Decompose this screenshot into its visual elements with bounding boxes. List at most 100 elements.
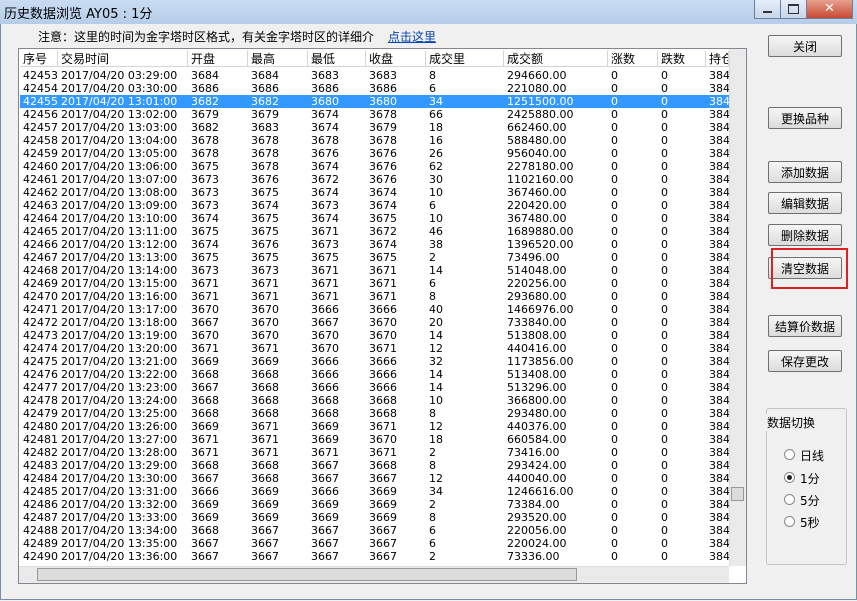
table-cell: 3678 — [369, 134, 397, 147]
table-row[interactable]: 42471 2017/04/20 13:17:00 3670 3670 3666 3666… — [20, 303, 729, 316]
button[interactable]: 保存更改 — [768, 350, 842, 372]
table-row[interactable]: 42472 2017/04/20 13:18:00 3667 3670 3667 3670… — [20, 316, 729, 329]
table-row[interactable]: 42489 2017/04/20 13:35:00 3667 3667 3667 3667… — [20, 537, 729, 550]
table-cell: 384 — [709, 498, 729, 511]
table-row[interactable]: 42478 2017/04/20 13:24:00 3668 3668 3668 3668… — [20, 394, 729, 407]
table-row[interactable]: 42473 2017/04/20 13:19:00 3670 3670 3670 3670… — [20, 329, 729, 342]
table-cell: 513408.00 — [507, 368, 567, 381]
table-row[interactable]: 42460 2017/04/20 13:06:00 3675 3678 3674 3676… — [20, 160, 729, 173]
table-cell: 3675 — [311, 251, 339, 264]
table-cell: 3673 — [311, 238, 339, 251]
table-row[interactable]: 42453 2017/04/20 03:29:00 3684 3684 3683 3683… — [20, 69, 729, 82]
button[interactable]: 更换品种 — [768, 107, 842, 129]
table-row[interactable]: 42483 2017/04/20 13:29:00 3668 3668 3667 3668… — [20, 459, 729, 472]
column-header[interactable]: 交易时间 — [58, 51, 188, 67]
column-header[interactable]: 开盘 — [188, 51, 248, 67]
radio-label[interactable]: 日线 — [800, 449, 825, 463]
column-header[interactable]: 持仓 — [706, 51, 729, 67]
column-header[interactable]: 序号 — [20, 51, 58, 67]
table-row[interactable]: 42479 2017/04/20 13:25:00 3668 3668 3668 3668… — [20, 407, 729, 420]
table-cell: 384 — [709, 355, 729, 368]
table-row[interactable]: 42490 2017/04/20 13:36:00 3667 3667 3667 3667… — [20, 550, 729, 563]
table-cell: 3675 — [191, 225, 219, 238]
button[interactable]: 添加数据 — [768, 161, 842, 183]
table-cell: 3671 — [251, 433, 279, 446]
table-row[interactable]: 42462 2017/04/20 13:08:00 3673 3675 3674 3674… — [20, 186, 729, 199]
table-cell: 2017/04/20 13:32:00 — [61, 498, 178, 511]
table-row[interactable]: 42474 2017/04/20 13:20:00 3671 3671 3670 3671… — [20, 342, 729, 355]
scroll-thumb[interactable] — [731, 487, 744, 501]
maximize-button[interactable] — [780, 0, 807, 19]
button[interactable]: 删除数据 — [768, 224, 842, 246]
table-cell: 42470 — [23, 290, 58, 303]
table-cell: 8 — [429, 69, 436, 82]
close-window-button[interactable]: ✕ — [806, 0, 853, 19]
vertical-scrollbar[interactable] — [729, 49, 746, 566]
table-row[interactable]: 42482 2017/04/20 13:28:00 3671 3671 3671 3671… — [20, 446, 729, 459]
table-cell: 42467 — [23, 251, 58, 264]
table-row[interactable]: 42487 2017/04/20 13:33:00 3669 3669 3669 3669… — [20, 511, 729, 524]
table-row[interactable]: 42454 2017/04/20 03:30:00 3686 3686 3686 3686… — [20, 82, 729, 95]
table-row[interactable]: 42461 2017/04/20 13:07:00 3673 3676 3672 3676… — [20, 173, 729, 186]
table-row[interactable]: 42484 2017/04/20 13:30:00 3667 3668 3667 3667… — [20, 472, 729, 485]
table-row[interactable]: 42481 2017/04/20 13:27:00 3671 3671 3669 3670… — [20, 433, 729, 446]
table-row[interactable]: 42488 2017/04/20 13:34:00 3668 3667 3667 3667… — [20, 524, 729, 537]
table-row[interactable]: 42476 2017/04/20 13:22:00 3668 3668 3666 3666… — [20, 368, 729, 381]
table-cell: 0 — [661, 95, 668, 108]
button[interactable]: 清空数据 — [768, 257, 842, 279]
table-cell: 3680 — [311, 95, 339, 108]
column-header[interactable]: 最高 — [248, 51, 308, 67]
table-cell: 384 — [709, 485, 729, 498]
table-cell: 10 — [429, 212, 443, 225]
radio-button[interactable] — [784, 494, 795, 505]
radio-button[interactable] — [784, 516, 795, 527]
table-row[interactable]: 42477 2017/04/20 13:23:00 3667 3668 3666 3666… — [20, 381, 729, 394]
table-row[interactable]: 42463 2017/04/20 13:09:00 3673 3674 3673 3674… — [20, 199, 729, 212]
scroll-thumb[interactable] — [37, 568, 577, 581]
table-row[interactable]: 42486 2017/04/20 13:32:00 3669 3669 3669 3669… — [20, 498, 729, 511]
table-row[interactable]: 42468 2017/04/20 13:14:00 3673 3673 3671 3671… — [20, 264, 729, 277]
notice-link[interactable]: 点击这里 — [388, 30, 437, 44]
table-cell: 2017/04/20 13:27:00 — [61, 433, 178, 446]
table-cell: 73336.00 — [507, 550, 560, 563]
column-header[interactable]: 收盘 — [366, 51, 426, 67]
table-cell: 513808.00 — [507, 329, 567, 342]
column-header[interactable]: 成交额 — [504, 51, 608, 67]
table-cell: 3667 — [191, 472, 219, 485]
radio-label[interactable]: 5分 — [800, 494, 820, 508]
column-header[interactable]: 跌数 — [658, 51, 706, 67]
table-row[interactable]: 42456 2017/04/20 13:02:00 3679 3679 3674 3678… — [20, 108, 729, 121]
table-row[interactable]: 42459 2017/04/20 13:05:00 3678 3678 3676 3676… — [20, 147, 729, 160]
column-header[interactable]: 最低 — [308, 51, 366, 67]
table-row[interactable]: 42465 2017/04/20 13:11:00 3675 3675 3671 3672… — [20, 225, 729, 238]
button[interactable]: 结算价数据 — [768, 315, 842, 337]
table-cell: 440040.00 — [507, 472, 567, 485]
button[interactable]: 编辑数据 — [768, 192, 842, 214]
table-cell: 2017/04/20 13:30:00 — [61, 472, 178, 485]
table-cell: 0 — [661, 342, 668, 355]
table-row[interactable]: 42470 2017/04/20 13:16:00 3671 3671 3671 3671… — [20, 290, 729, 303]
table-row[interactable]: 42457 2017/04/20 13:03:00 3682 3683 3674 3679… — [20, 121, 729, 134]
table-cell: 3683 — [251, 121, 279, 134]
table-row[interactable]: 42480 2017/04/20 13:26:00 3669 3671 3669 3671… — [20, 420, 729, 433]
table-cell: 2017/04/20 13:34:00 — [61, 524, 178, 537]
button[interactable]: 关闭 — [768, 35, 842, 57]
table-row[interactable]: 42475 2017/04/20 13:21:00 3669 3669 3666 3666… — [20, 355, 729, 368]
column-header[interactable]: 涨数 — [608, 51, 658, 67]
minimize-button[interactable] — [754, 0, 781, 19]
table-row[interactable]: 42458 2017/04/20 13:04:00 3678 3678 3678 3678… — [20, 134, 729, 147]
radio-label[interactable]: 5秒 — [800, 516, 820, 530]
column-header[interactable]: 成交里 — [426, 51, 504, 67]
table-row[interactable]: 42466 2017/04/20 13:12:00 3674 3676 3673 3674… — [20, 238, 729, 251]
table-row[interactable]: 42469 2017/04/20 13:15:00 3671 3671 3671 3671… — [20, 277, 729, 290]
table-row[interactable]: 42485 2017/04/20 13:31:00 3666 3669 3666 3669… — [20, 485, 729, 498]
table-cell: 2017/04/20 13:08:00 — [61, 186, 178, 199]
table-row[interactable]: 42464 2017/04/20 13:10:00 3674 3675 3674 3675… — [20, 212, 729, 225]
radio-button[interactable] — [784, 449, 795, 460]
radio-label[interactable]: 1分 — [800, 472, 820, 486]
table-row[interactable]: 42467 2017/04/20 13:13:00 3675 3675 3675 3675… — [20, 251, 729, 264]
table-cell: 73496.00 — [507, 251, 560, 264]
selected-row[interactable]: 42455 2017/04/20 13:01:00 3682 3682 3680 3680… — [20, 95, 729, 108]
table-cell: 3670 — [369, 433, 397, 446]
table-cell: 384 — [709, 173, 729, 186]
